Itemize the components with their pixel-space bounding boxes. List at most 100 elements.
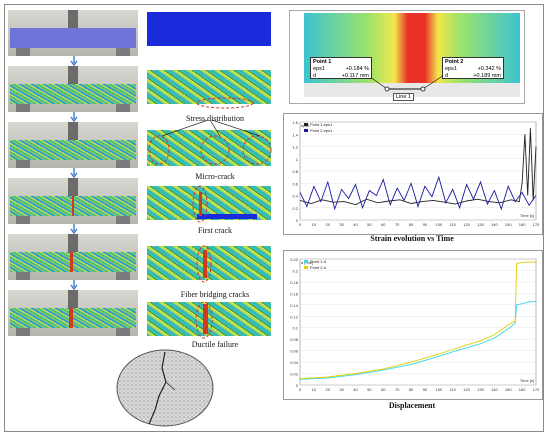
x-tick-label: 40 — [353, 387, 358, 392]
caption-stress-distribution: Stress distribution — [185, 114, 244, 123]
x-tick-label: 120 — [463, 222, 470, 227]
x-tick-label: 30 — [339, 222, 344, 227]
y-tick-label: 0.8 — [292, 169, 298, 174]
x-tick-label: 140 — [491, 222, 498, 227]
photo-stage-3 — [8, 122, 138, 168]
x-tick-label: 110 — [450, 387, 457, 392]
point1-d-value: +0.117 mm — [341, 73, 369, 79]
x-tick-label: 100 — [435, 222, 442, 227]
series-line-2 — [299, 175, 537, 211]
legend-swatch — [304, 129, 308, 132]
point2-box: Point 2 eps1 +0.342 % d +0.189 mm — [442, 57, 504, 79]
y-tick-label: 0.22 — [290, 257, 299, 262]
line-label: Line 1 — [393, 93, 414, 101]
plot-area — [299, 258, 537, 386]
legend-label: Point 1.d — [310, 259, 326, 264]
legend-label: Point 2.d — [310, 265, 326, 270]
caption-first-crack: First crack — [198, 226, 232, 235]
y-tick-label: 0.6 — [292, 181, 298, 186]
y-tick-label: 0.04 — [290, 360, 299, 365]
micro-crack-markers — [148, 135, 272, 165]
strain-plot: 0 0.2 0.4 0.6 0.8 1 1.2 1.4 1.6 0 10 20 30 40 50 60 70 80… — [283, 113, 543, 235]
y-tick-label: 0.14 — [290, 303, 299, 308]
x-tick-label: 80 — [409, 387, 414, 392]
strain-field-micro-crack — [147, 130, 271, 166]
legend-label: Point 1.eps1 — [310, 122, 333, 127]
y-tick-label: 0.16 — [290, 291, 299, 296]
highlight-ellipse — [192, 185, 208, 223]
series-line-1 — [299, 128, 537, 206]
down-arrow-icon — [70, 56, 78, 66]
x-axis-label: Time [s] — [520, 378, 534, 383]
photo-stage-2 — [8, 66, 138, 112]
series-line-2 — [299, 261, 537, 380]
y-tick-label: 1 — [296, 157, 299, 162]
figure-frame — [4, 4, 544, 432]
down-arrow-icon — [70, 280, 78, 290]
y-tick-label: 0.18 — [290, 280, 299, 285]
caption-fiber-bridging: Fiber bridging cracks — [180, 290, 250, 299]
point1-eps-value: +0.184 % — [345, 66, 369, 72]
highlight-ellipse — [195, 301, 213, 339]
y-tick-label: 0.06 — [290, 349, 299, 354]
x-tick-label: 150 — [505, 387, 512, 392]
x-tick-label: 160 — [519, 387, 526, 392]
point2-eps-value: +0.342 % — [477, 66, 501, 72]
fracture-surface-image — [116, 349, 214, 427]
x-tick-label: 100 — [435, 387, 442, 392]
strain-plot-title: Strain evolution vs Time — [370, 234, 454, 243]
y-tick-label: 1.4 — [292, 132, 298, 137]
displacement-plot: 0 0.02 0.04 0.06 0.08 0.1 0.12 0.14 0.16 0.18 0.2 0… — [283, 250, 543, 400]
point2-d-value: +0.189 mm — [473, 73, 501, 79]
strain-field-stress-distribution — [147, 70, 271, 104]
caption-micro-crack: Micro-crack — [195, 172, 235, 181]
legend-label: Point 2.eps1 — [310, 128, 333, 133]
x-tick-label: 90 — [423, 222, 428, 227]
x-tick-label: 160 — [519, 222, 526, 227]
x-tick-label: 70 — [395, 222, 400, 227]
x-tick-label: 90 — [423, 387, 428, 392]
strain-field-fiber-bridging — [147, 246, 271, 280]
dic-markers — [361, 70, 451, 92]
y-tick-label: 0.08 — [290, 337, 299, 342]
strain-field-ductile-failure — [147, 302, 271, 336]
x-tick-label: 0 — [299, 222, 302, 227]
highlight-ellipse — [196, 97, 254, 109]
strain-field-first-crack — [147, 186, 271, 220]
highlight-ellipse — [196, 245, 212, 283]
x-tick-label: 110 — [450, 222, 457, 227]
point2-eps-label: eps1 — [445, 66, 457, 72]
legend-swatch — [304, 123, 308, 126]
strain-chart-svg: 0 0.2 0.4 0.6 0.8 1 1.2 1.4 1.6 0 10 20 30 40 50 60 70 80… — [292, 120, 540, 227]
x-tick-label: 60 — [381, 387, 386, 392]
x-tick-label: 170 — [533, 387, 540, 392]
x-tick-label: 130 — [477, 387, 484, 392]
point1-title: Point 1 — [313, 59, 332, 65]
x-tick-label: 20 — [326, 222, 331, 227]
y-tick-label: 0.4 — [292, 194, 298, 199]
y-tick-label: 1.2 — [292, 145, 298, 150]
displacement-plot-title: Displacement — [388, 401, 436, 410]
pointer-lines — [161, 119, 261, 137]
photo-stage-6 — [8, 290, 138, 336]
point1-eps-label: eps1 — [313, 66, 325, 72]
y-tick-label: 0 — [296, 218, 299, 223]
y-tick-label: 1.6 — [292, 120, 298, 125]
caption-ductile-failure: Ductile failure — [191, 340, 239, 349]
x-tick-label: 0 — [299, 387, 302, 392]
legend-swatch — [304, 260, 308, 263]
point2-title: Point 2 — [445, 59, 464, 65]
point1-box: Point 1 eps1 +0.184 % d +0.117 mm — [310, 57, 372, 79]
y-tick-label: 0.02 — [290, 372, 299, 377]
y-tick-label: 0.12 — [290, 314, 299, 319]
y-tick-label: 0.1 — [292, 326, 298, 331]
x-tick-label: 50 — [367, 222, 372, 227]
photo-stage-1 — [8, 10, 138, 56]
displacement-chart-svg: 0 0.02 0.04 0.06 0.08 0.1 0.12 0.14 0.16 0.18 0.2 0… — [290, 257, 540, 392]
down-arrow-icon — [70, 224, 78, 234]
x-tick-label: 10 — [312, 222, 317, 227]
x-tick-label: 70 — [395, 387, 400, 392]
x-tick-label: 10 — [312, 387, 317, 392]
point2-d-label: d — [445, 73, 449, 79]
series-line-1 — [299, 300, 537, 380]
